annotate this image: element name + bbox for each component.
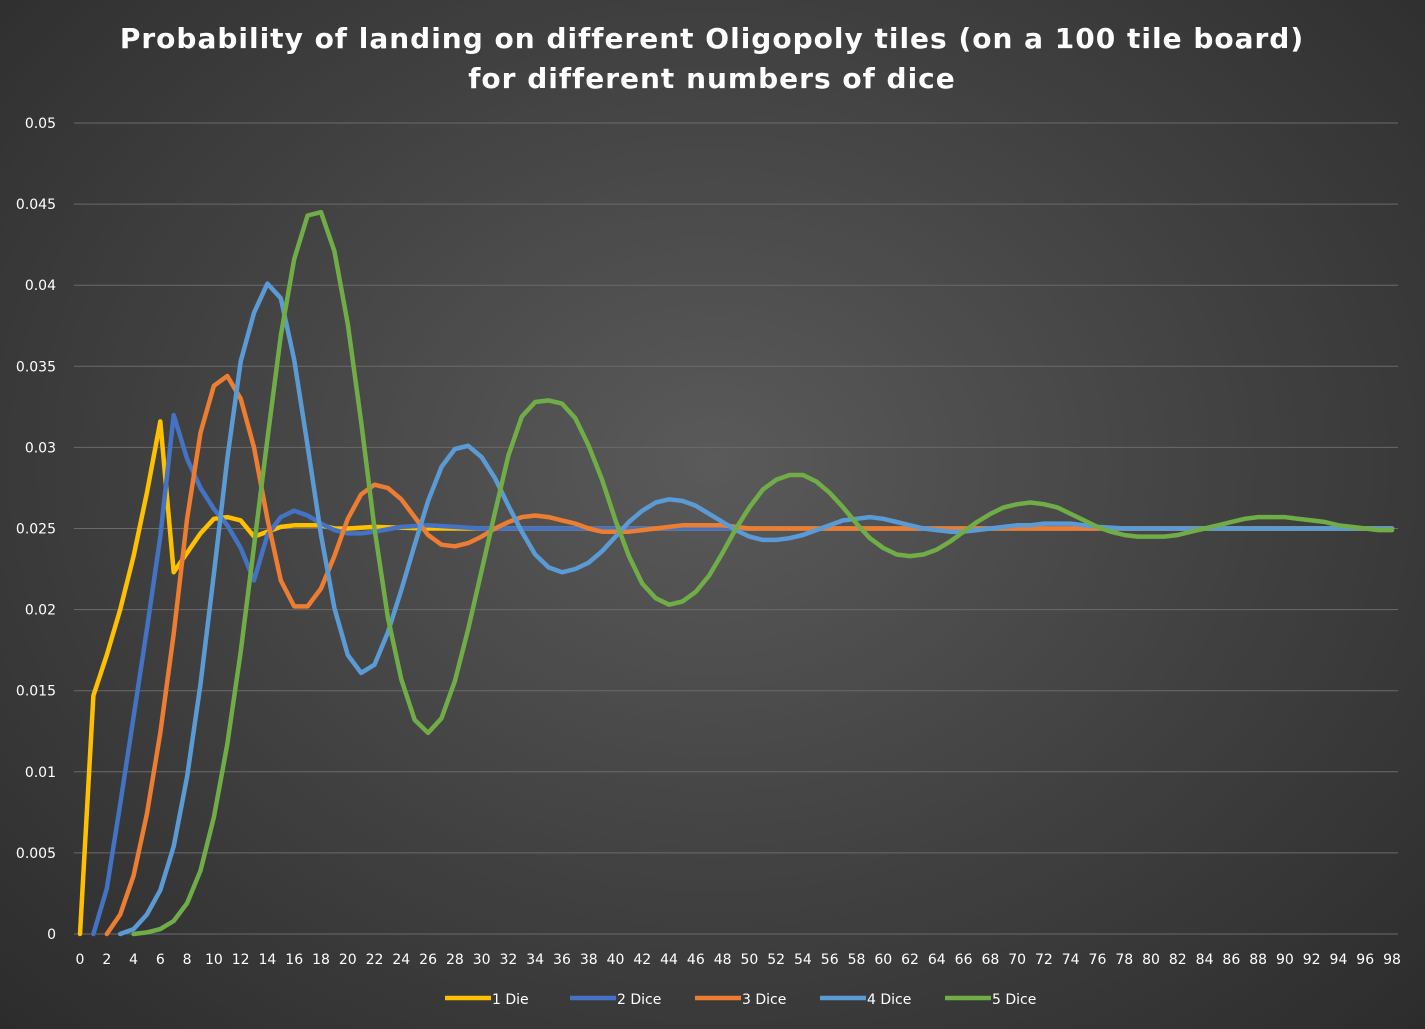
x-tick-label-31: 62 [901,952,919,968]
x-tick-label-19: 38 [580,952,598,968]
x-tick-label-5: 10 [205,952,223,968]
y-tick-label-8: 0.04 [25,278,56,294]
legend-label-1: 1 Die [492,992,529,1008]
x-tick-label-7: 14 [259,952,277,968]
x-tick-label-41: 82 [1169,952,1187,968]
y-tick-label-9: 0.045 [16,197,56,213]
x-tick-label-12: 24 [392,952,410,968]
x-tick-label-38: 76 [1089,952,1107,968]
x-tick-label-1: 2 [102,952,111,968]
x-tick-label-0: 0 [76,952,85,968]
x-axis-ticks: 0 2 4 6 8 10 12 14 16 18 20 22 24 26 28 30 32 34 36 38 40 42 4… [76,952,1401,968]
x-tick-label-37: 74 [1062,952,1080,968]
y-tick-label-3: 0.015 [16,684,56,700]
x-tick-label-32: 64 [928,952,946,968]
x-tick-label-48: 96 [1356,952,1374,968]
x-tick-label-17: 34 [526,952,544,968]
y-axis-ticks: 0 0.005 0.01 0.015 0.02 0.025 0.03 0.035 0.04 0.0… [16,116,56,943]
chart-title-line-2: for different numbers of dice [468,62,956,95]
x-tick-label-13: 26 [419,952,437,968]
y-tick-label-6: 0.03 [25,440,56,456]
series-line-3 [104,373,1395,937]
x-tick-label-24: 48 [714,952,732,968]
x-tick-label-14: 28 [446,952,464,968]
series-line-4 [117,281,1395,937]
y-tick-label-0: 0 [47,927,56,943]
series-lines [77,209,1395,937]
y-tick-label-1: 0.005 [16,846,56,862]
x-tick-label-40: 80 [1142,952,1160,968]
x-tick-label-18: 36 [553,952,571,968]
x-tick-label-44: 88 [1249,952,1267,968]
legend-label-3: 3 Dice [742,992,786,1008]
x-tick-label-10: 20 [339,952,357,968]
legend-label-4: 4 Dice [867,992,911,1008]
x-tick-label-28: 56 [821,952,839,968]
x-tick-label-34: 68 [981,952,999,968]
x-tick-label-6: 12 [232,952,250,968]
x-tick-label-36: 72 [1035,952,1053,968]
x-tick-label-42: 84 [1196,952,1214,968]
legend-label-5: 5 Dice [992,992,1036,1008]
series-line-5 [131,209,1395,937]
x-tick-label-29: 58 [848,952,866,968]
x-tick-label-47: 94 [1330,952,1348,968]
x-tick-label-16: 32 [499,952,517,968]
chart-title-line-1: Probability of landing on different Olig… [120,22,1304,55]
x-tick-label-9: 18 [312,952,330,968]
x-tick-label-15: 30 [473,952,491,968]
x-tick-label-43: 86 [1222,952,1240,968]
series-line-1 [77,419,1395,937]
series-line-2 [91,412,1395,937]
x-tick-label-8: 16 [285,952,303,968]
x-tick-label-21: 42 [633,952,651,968]
x-tick-label-23: 46 [687,952,705,968]
y-tick-label-10: 0.05 [25,116,56,132]
x-tick-label-49: 98 [1383,952,1401,968]
y-tick-label-4: 0.02 [25,603,56,619]
y-tick-label-2: 0.01 [25,765,56,781]
x-tick-label-45: 90 [1276,952,1294,968]
x-tick-label-30: 60 [874,952,892,968]
x-tick-label-2: 4 [129,952,138,968]
legend-label-2: 2 Dice [617,992,661,1008]
x-tick-label-26: 52 [767,952,785,968]
x-tick-label-20: 40 [607,952,625,968]
x-tick-label-33: 66 [955,952,973,968]
y-tick-label-5: 0.025 [16,522,56,538]
x-tick-label-35: 70 [1008,952,1026,968]
x-tick-label-3: 6 [156,952,165,968]
legend: 1 Die 2 Dice 3 Dice 4 Dice 5 Dice [445,992,1036,1008]
x-tick-label-25: 50 [740,952,758,968]
x-tick-label-39: 78 [1115,952,1133,968]
x-tick-label-46: 92 [1303,952,1321,968]
y-tick-label-7: 0.035 [16,359,56,375]
x-tick-label-4: 8 [183,952,192,968]
x-tick-label-22: 44 [660,952,678,968]
x-tick-label-11: 22 [366,952,384,968]
x-tick-label-27: 54 [794,952,812,968]
